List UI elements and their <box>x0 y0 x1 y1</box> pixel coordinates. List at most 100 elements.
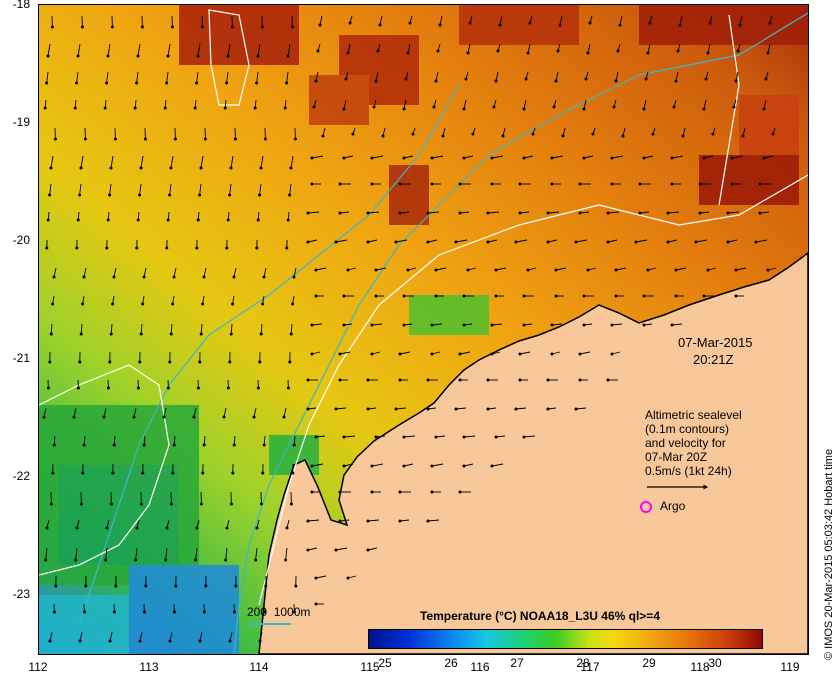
velocity-arrow <box>143 435 146 446</box>
velocity-arrow <box>671 155 684 159</box>
velocity-arrow-head <box>666 211 670 215</box>
velocity-arrow <box>293 267 297 278</box>
velocity-arrow-head <box>398 182 402 186</box>
velocity-arrow-head <box>556 49 560 53</box>
velocity-arrow <box>335 547 348 551</box>
velocity-arrow-head <box>430 182 434 186</box>
velocity-arrow <box>643 155 654 159</box>
velocity-arrow-head <box>430 156 434 160</box>
latitude-label: -21 <box>12 351 30 365</box>
velocity-arrow-head <box>135 526 139 530</box>
velocity-arrow-head <box>494 435 498 439</box>
velocity-arrows <box>42 15 777 643</box>
argo-float-marker[interactable] <box>640 501 652 513</box>
longitude-label: 112 <box>28 660 48 674</box>
velocity-arrow <box>735 267 747 271</box>
velocity-arrow-head <box>256 218 260 222</box>
velocity-arrow <box>635 239 648 243</box>
velocity-arrow <box>229 183 232 196</box>
velocity-arrow-head <box>730 156 734 160</box>
velocity-arrow-head <box>621 134 625 138</box>
velocity-arrow-head <box>199 166 203 170</box>
velocity-arrow <box>139 631 143 642</box>
velocity-arrow-head <box>285 81 289 85</box>
velocity-arrow-head <box>490 323 494 327</box>
velocity-arrow-head <box>374 79 378 83</box>
velocity-arrow-head <box>106 386 110 390</box>
velocity-arrow-head <box>262 275 266 279</box>
velocity-arrow-head <box>524 77 528 81</box>
velocity-arrow-head <box>644 77 648 81</box>
velocity-arrow <box>575 407 587 410</box>
velocity-arrow-head <box>82 275 86 279</box>
velocity-arrow <box>467 43 471 54</box>
colorbar-tick: 25 <box>378 656 392 670</box>
velocity-arrow-head <box>438 23 442 27</box>
velocity-arrow <box>643 99 647 110</box>
velocity-arrow <box>519 211 530 214</box>
velocity-arrow-head <box>531 132 535 136</box>
velocity-arrow-head <box>606 211 610 215</box>
velocity-arrow-head <box>286 386 290 390</box>
velocity-arrow-head <box>554 294 558 298</box>
velocity-arrow <box>499 15 503 26</box>
velocity-arrow-head <box>372 105 376 109</box>
velocity-arrow <box>143 267 147 278</box>
velocity-arrow-head <box>434 268 438 272</box>
velocity-arrow-head <box>259 166 263 170</box>
velocity-arrow-head <box>486 407 490 411</box>
velocity-arrow-head <box>346 51 350 55</box>
velocity-arrow-head <box>49 166 53 170</box>
velocity-arrow-head <box>52 443 56 447</box>
velocity-arrow <box>755 239 768 243</box>
velocity-arrow-head <box>196 218 200 222</box>
velocity-arrow-head <box>141 471 145 475</box>
velocity-arrow-head <box>264 584 268 588</box>
velocity-arrow-head <box>494 294 498 298</box>
velocity-arrow-head <box>672 105 676 109</box>
velocity-arrow-head <box>229 166 233 170</box>
velocity-arrow <box>667 211 680 214</box>
velocity-arrow-head <box>168 639 172 643</box>
velocity-arrow <box>46 71 49 84</box>
sealevel-contour-2 <box>208 9 250 106</box>
velocity-arrow-head <box>54 584 58 588</box>
velocity-arrow-head <box>283 106 287 110</box>
velocity-arrow <box>233 435 236 446</box>
velocity-arrow-head <box>48 639 52 643</box>
velocity-arrow <box>103 407 107 418</box>
velocity-arrow-head <box>81 471 85 475</box>
colorbar-tick: 26 <box>444 656 458 670</box>
velocity-arrow-head <box>232 275 236 279</box>
velocity-arrow-head <box>136 386 140 390</box>
velocity-arrow <box>293 435 296 446</box>
velocity-arrow-head <box>80 25 84 29</box>
longitude-label: 113 <box>139 660 159 674</box>
velocity-arrow-head <box>261 302 265 306</box>
velocity-arrow-head <box>314 602 318 606</box>
velocity-arrow-head <box>310 182 314 186</box>
velocity-arrow-head <box>486 240 490 244</box>
velocity-arrow-head <box>426 519 430 523</box>
velocity-arrow-head <box>198 193 202 197</box>
velocity-arrow <box>367 211 380 214</box>
velocity-arrow-head <box>550 156 554 160</box>
velocity-arrow-head <box>46 386 50 390</box>
velocity-arrow-head <box>550 182 554 186</box>
velocity-arrow <box>343 463 354 467</box>
velocity-arrow-head <box>458 490 462 494</box>
velocity-arrow-head <box>203 137 207 141</box>
velocity-arrow-head <box>222 415 226 419</box>
velocity-arrow <box>45 547 48 561</box>
velocity-arrow-head <box>223 106 227 110</box>
velocity-arrow-head <box>498 23 502 27</box>
velocity-arrow-head <box>132 415 136 419</box>
velocity-arrow-head <box>110 25 114 29</box>
velocity-arrow-head <box>366 519 370 523</box>
velocity-arrow-head <box>582 156 586 160</box>
legend-line-1: Altimetric sealevel <box>645 408 742 422</box>
velocity-arrow-head <box>43 106 47 110</box>
velocity-arrow-head <box>230 25 234 29</box>
velocity-arrow-head <box>370 182 374 186</box>
sst-map[interactable] <box>38 4 809 655</box>
